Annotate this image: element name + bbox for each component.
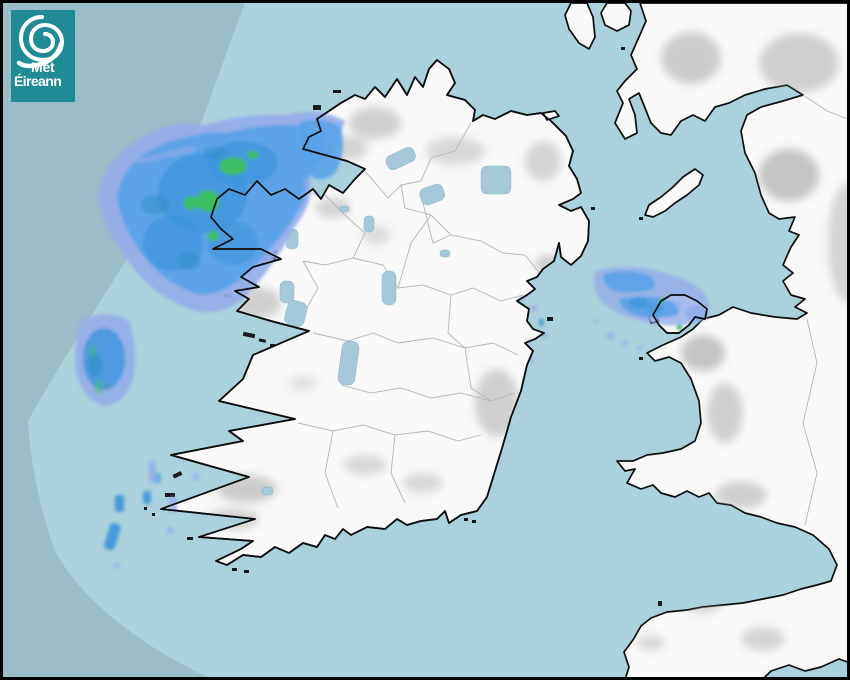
kintyre-peninsula bbox=[564, 3, 596, 50]
lakes bbox=[261, 147, 512, 496]
rain-overlay-southwest-cells bbox=[103, 461, 199, 568]
cyclone-swirl-icon bbox=[16, 15, 65, 69]
rain-overlay-atlantic-cell bbox=[75, 314, 136, 406]
rain-overlay-dublin-coast bbox=[519, 297, 548, 363]
arran-island bbox=[600, 3, 632, 32]
logo-text-eireann: Éireann bbox=[14, 73, 62, 89]
met-eireann-logo: Met Éireann bbox=[11, 10, 75, 102]
rain-overlay-northwest bbox=[97, 112, 345, 313]
rain-overlays bbox=[75, 112, 710, 568]
logo-text-met: Met bbox=[31, 59, 55, 75]
rain-overlay-irish-sea bbox=[593, 266, 710, 350]
map-canvas bbox=[3, 3, 847, 677]
region-boundaries-britain bbox=[802, 94, 847, 526]
county-boundaries bbox=[297, 122, 542, 509]
